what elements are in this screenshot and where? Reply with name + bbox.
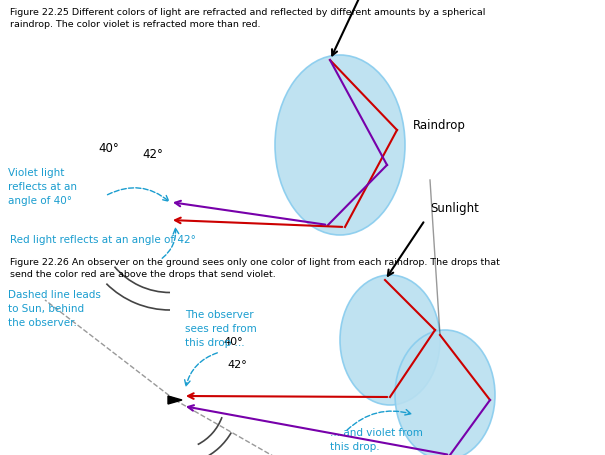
Text: Raindrop: Raindrop <box>413 118 466 131</box>
Ellipse shape <box>395 330 495 455</box>
Text: send the color red are above the drops that send violet.: send the color red are above the drops t… <box>10 270 276 279</box>
Text: raindrop. The color violet is refracted more than red.: raindrop. The color violet is refracted … <box>10 20 261 29</box>
Text: Figure 22.25 Different colors of light are refracted and reflected by different : Figure 22.25 Different colors of light a… <box>10 8 485 17</box>
Text: 40°: 40° <box>223 337 243 347</box>
Text: ... and violet from
this drop.: ... and violet from this drop. <box>330 428 423 452</box>
Text: 40°: 40° <box>98 142 119 155</box>
Text: Violet light 
reflects at an
angle of 40°: Violet light reflects at an angle of 40° <box>8 168 77 206</box>
Ellipse shape <box>275 55 405 235</box>
Ellipse shape <box>340 275 440 405</box>
Text: Dashed line leads
to Sun, behind
the observer.: Dashed line leads to Sun, behind the obs… <box>8 290 101 328</box>
Polygon shape <box>168 396 182 404</box>
Text: Figure 22.26 An observer on the ground sees only one color of light from each ra: Figure 22.26 An observer on the ground s… <box>10 258 500 267</box>
Text: Sunlight: Sunlight <box>430 202 479 215</box>
Text: Red light reflects at an angle of 42°: Red light reflects at an angle of 42° <box>10 235 196 245</box>
Text: The observer
sees red from
this drop ...: The observer sees red from this drop ... <box>185 310 257 348</box>
Text: 42°: 42° <box>227 360 247 370</box>
Text: 42°: 42° <box>142 148 163 161</box>
